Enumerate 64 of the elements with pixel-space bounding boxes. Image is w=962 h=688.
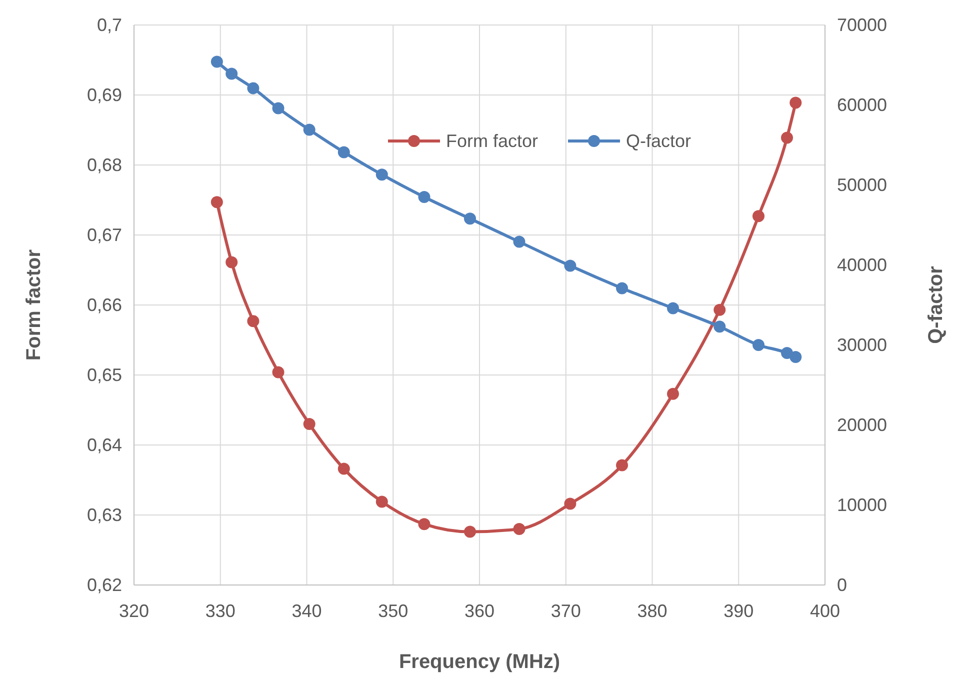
point (210, 56, 223, 68)
point (226, 68, 238, 80)
y-tick-label: 0,66 (86, 295, 122, 315)
point (714, 320, 726, 333)
point (752, 210, 764, 222)
point (714, 304, 726, 316)
y-axis-title: Form factor (23, 249, 45, 361)
point (338, 462, 350, 475)
y2-tick-label: 10000 (837, 495, 888, 515)
y-tick-label: 0,68 (86, 155, 122, 175)
point (303, 418, 316, 430)
legend-label: Form factor (446, 131, 538, 151)
point (752, 339, 764, 351)
point (272, 366, 284, 378)
y-tick-label: 0,62 (86, 575, 122, 595)
y2-tick-label: 60000 (837, 95, 888, 115)
point (780, 132, 793, 144)
point (790, 351, 802, 363)
y2-tick-label: 0 (837, 575, 848, 595)
point (418, 191, 430, 203)
legend-label: Q-factor (626, 131, 692, 151)
point (564, 260, 576, 272)
y-tick-label: 0,69 (86, 85, 122, 105)
point (376, 496, 388, 508)
y-tick-label: 0,64 (86, 435, 122, 455)
point (418, 518, 430, 530)
point (513, 236, 526, 248)
point (564, 498, 576, 510)
point (247, 315, 260, 328)
point (666, 302, 679, 314)
y-tick-label: 0,65 (86, 365, 122, 385)
point (464, 212, 476, 225)
y2-tick-label: 70000 (837, 15, 888, 35)
y2-tick-label: 20000 (837, 415, 888, 435)
x-tick-label: 330 (205, 601, 236, 621)
y2-tick-label: 50000 (837, 175, 888, 195)
point (666, 388, 679, 400)
point (338, 146, 350, 158)
y-tick-label: 0,63 (86, 505, 122, 525)
x-tick-label: 320 (118, 601, 150, 621)
x-tick-label: 340 (292, 601, 322, 621)
x-tick-label: 380 (637, 601, 668, 621)
x-tick-label: 350 (378, 601, 408, 621)
x-tick-label: 370 (550, 601, 581, 621)
point (616, 459, 628, 472)
point (513, 523, 526, 535)
point (303, 124, 316, 136)
x-tick-label: 360 (464, 601, 495, 621)
point (790, 96, 802, 109)
y2-axis-title: Q-factor (925, 266, 947, 344)
point (272, 102, 284, 114)
x-tick-label: 400 (810, 601, 840, 621)
y-tick-label: 0,7 (96, 15, 122, 35)
point (210, 196, 223, 208)
point (464, 526, 476, 538)
x-axis-title: Frequency (MHz) (398, 651, 560, 673)
point (616, 282, 628, 294)
y2-tick-label: 30000 (837, 335, 888, 355)
x-tick-label: 390 (724, 601, 754, 621)
y-tick-label: 0,67 (86, 225, 122, 245)
point (376, 168, 388, 181)
point (226, 256, 238, 268)
point (247, 82, 260, 94)
y2-tick-label: 40000 (837, 255, 888, 275)
